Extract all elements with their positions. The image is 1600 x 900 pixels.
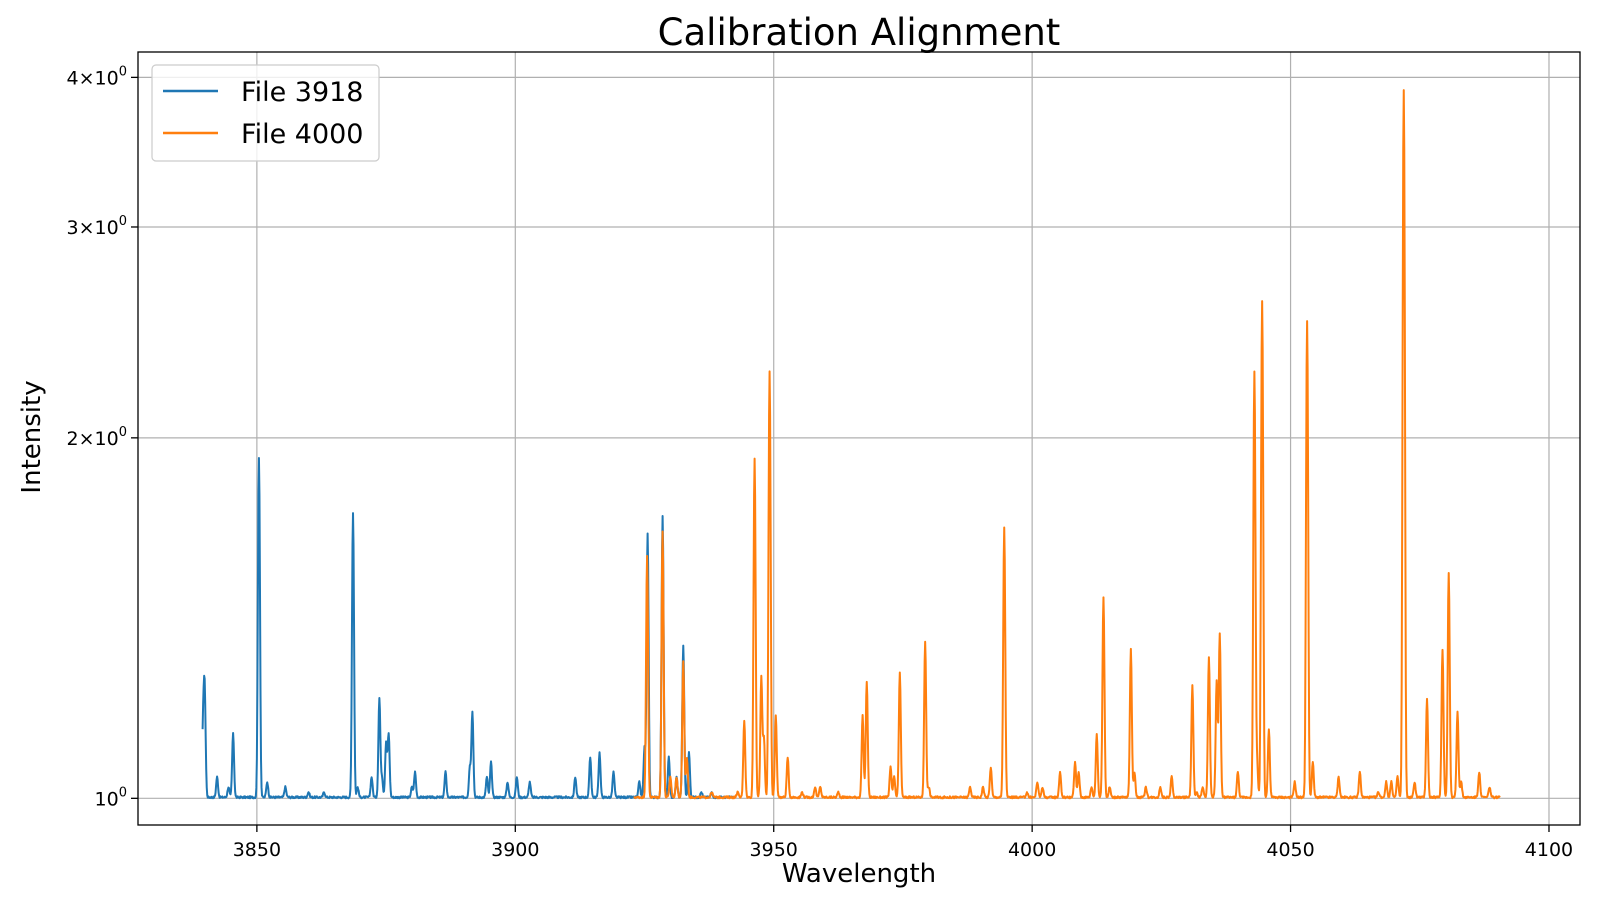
- x-tick-label: 4000: [1008, 839, 1056, 861]
- y-tick-exp: 0: [119, 214, 127, 229]
- y-tick-base: 10: [95, 788, 119, 810]
- y-tick-coef: 4×: [67, 67, 95, 89]
- x-axis-label: Wavelength: [782, 859, 936, 889]
- y-tick-base: 10: [95, 428, 119, 450]
- y-tick-label: 4×100: [67, 64, 127, 89]
- x-tick-label: 4100: [1525, 839, 1573, 861]
- series-line-file-4000: [633, 89, 1501, 800]
- y-tick-label: 3×100: [67, 214, 127, 239]
- y-tick-base: 10: [95, 67, 119, 89]
- legend-label-file-4000: File 4000: [241, 119, 363, 150]
- legend: File 3918 File 4000: [151, 64, 380, 162]
- plot-series: [201, 89, 1501, 800]
- y-tick-exp: 0: [119, 64, 127, 79]
- plot-frame: [137, 51, 1581, 826]
- chart-title: Calibration Alignment: [658, 11, 1061, 54]
- y-tick-coef: 2×: [67, 428, 95, 450]
- y-tick-exp: 0: [119, 785, 127, 800]
- legend-box: [151, 64, 380, 162]
- y-tick-base: 10: [95, 217, 119, 239]
- legend-label-file-3918: File 3918: [241, 77, 363, 108]
- y-tick-label: 100: [95, 785, 127, 810]
- axis-ticks: 3850 3900 3950 4000 4050 41001002×1003×1004×1…: [67, 64, 1574, 861]
- x-tick-label: 3850: [233, 839, 281, 861]
- series-line-file-3918: [201, 457, 734, 800]
- x-tick-label: 3900: [491, 839, 539, 861]
- x-tick-label: 4050: [1266, 839, 1314, 861]
- y-axis-label: Intensity: [17, 380, 47, 493]
- x-tick-label: 3950: [750, 839, 798, 861]
- y-tick-label: 2×100: [67, 425, 127, 450]
- y-tick-exp: 0: [119, 425, 127, 440]
- y-tick-coef: 3×: [67, 217, 95, 239]
